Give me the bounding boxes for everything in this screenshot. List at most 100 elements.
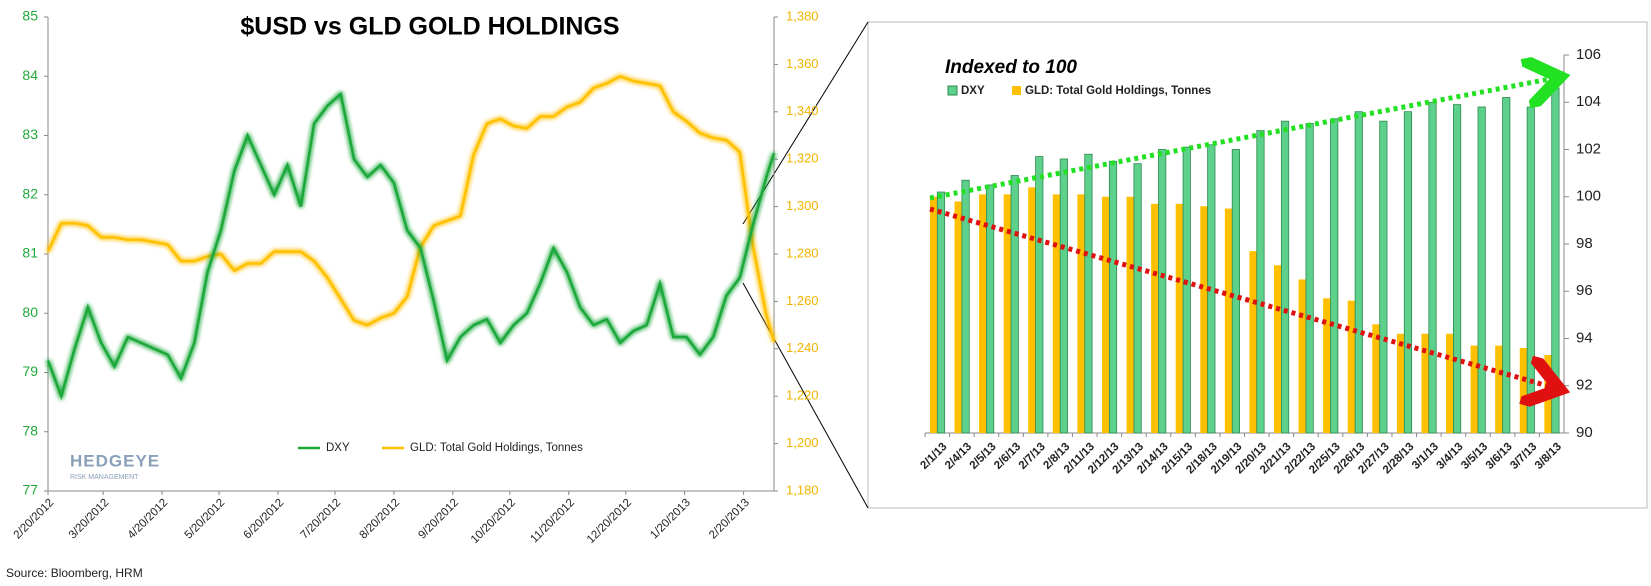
x-tick-label: 8/20/2012	[357, 497, 402, 542]
bar	[1421, 333, 1429, 433]
y2-tick-label: 1,300	[786, 198, 819, 213]
bar	[1519, 347, 1528, 433]
y2-tick-label: 1,380	[786, 8, 819, 23]
bar	[1298, 279, 1306, 433]
bar	[1280, 120, 1290, 434]
bar	[1158, 149, 1167, 434]
y-tick-label: 92	[1576, 377, 1593, 394]
bar	[1175, 203, 1184, 433]
y2-tick-label: 1,260	[786, 293, 819, 308]
legend-swatch	[947, 85, 958, 96]
bar	[1084, 153, 1093, 434]
data-line	[46, 74, 776, 343]
bar	[929, 196, 938, 433]
y-tick-label: 100	[1576, 188, 1601, 205]
x-tick-label: 2/20/2013	[707, 497, 752, 542]
y-tick-label: 102	[1576, 140, 1601, 157]
y2-tick-label: 1,360	[786, 56, 819, 71]
bar	[1502, 97, 1511, 434]
x-tick-label: 6/20/2012	[242, 497, 287, 542]
bar	[1052, 194, 1061, 433]
logo-sub: RISK MANAGEMENT	[70, 474, 139, 481]
x-tick-label: 4/20/2012	[126, 497, 171, 542]
chart-title: Indexed to 100	[945, 57, 1077, 78]
bar	[1231, 149, 1240, 434]
bar	[1446, 333, 1454, 433]
bar	[1495, 345, 1503, 433]
y-tick-label: 80	[22, 304, 38, 320]
trend-arrow	[929, 78, 1555, 201]
x-tick-label: 9/20/2012	[416, 497, 461, 542]
y-tick-label: 85	[22, 8, 38, 24]
x-tick-label: 3/20/2012	[67, 497, 112, 542]
bar	[979, 194, 987, 433]
y2-tick-label: 1,240	[786, 340, 819, 355]
bar	[936, 191, 946, 434]
bar	[1526, 106, 1535, 434]
bar	[1323, 298, 1331, 433]
y-tick-label: 104	[1576, 93, 1601, 110]
bar	[954, 201, 962, 433]
x-tick-label: 2/20/2012	[12, 497, 57, 542]
bar	[1010, 175, 1019, 434]
y-tick-label: 84	[22, 67, 38, 83]
bar	[1224, 208, 1233, 433]
y-tick-label: 82	[22, 185, 38, 201]
y2-tick-label: 1,280	[786, 245, 819, 260]
y-tick-label: 77	[22, 482, 38, 498]
y2-tick-label: 1,200	[786, 435, 819, 450]
data-line	[46, 91, 776, 401]
bar	[1403, 111, 1413, 434]
y-tick-label: 106	[1576, 46, 1601, 63]
source-note: Source: Bloomberg, HRM	[6, 566, 143, 580]
y-tick-label: 78	[22, 422, 38, 438]
bar	[1354, 111, 1363, 434]
legend-label: GLD: Total Gold Holdings, Tonnes	[410, 442, 583, 454]
bar	[1003, 194, 1012, 433]
bar	[1347, 300, 1356, 433]
bar	[1059, 158, 1068, 434]
bar	[1470, 345, 1478, 433]
logo: HEDGEYE	[70, 451, 160, 470]
bar	[1151, 203, 1159, 433]
bar	[1477, 106, 1486, 434]
bar	[1544, 355, 1552, 433]
bar	[1372, 324, 1380, 433]
bar	[1273, 265, 1282, 433]
y-tick-label: 96	[1576, 282, 1593, 299]
y2-tick-label: 1,320	[786, 151, 819, 166]
y2-tick-label: 1,180	[786, 482, 819, 497]
y-tick-label: 81	[22, 245, 38, 261]
bar	[1396, 333, 1405, 433]
y-tick-label: 94	[1576, 329, 1593, 346]
legend-label: GLD: Total Gold Holdings, Tonnes	[1025, 85, 1211, 97]
bar	[1249, 251, 1257, 433]
bar	[1428, 101, 1437, 434]
x-tick-label: 10/20/2012	[469, 497, 518, 546]
x-tick-label: 5/20/2012	[183, 497, 228, 542]
bar	[1126, 196, 1134, 433]
chart-title: $USD vs GLD GOLD HOLDINGS	[240, 13, 619, 41]
bar	[1077, 194, 1085, 433]
x-tick-label: 7/20/2012	[299, 497, 344, 542]
bar	[1182, 146, 1191, 434]
zoom-line	[742, 282, 869, 509]
bar	[1101, 196, 1110, 433]
legend-label: DXY	[326, 442, 350, 454]
y-tick-label: 98	[1576, 235, 1593, 252]
bar	[1028, 187, 1036, 433]
y-tick-label: 83	[22, 126, 38, 142]
bar	[1256, 130, 1265, 434]
legend-label: DXY	[961, 85, 985, 97]
bar	[1453, 104, 1462, 434]
bar	[1133, 163, 1142, 434]
y2-tick-label: 1,220	[786, 388, 819, 403]
bar	[1330, 118, 1339, 434]
bar	[1379, 120, 1388, 434]
x-tick-label: 1/20/2013	[648, 497, 693, 542]
bar	[1551, 87, 1560, 434]
bar	[986, 184, 995, 434]
bar	[1108, 160, 1118, 434]
